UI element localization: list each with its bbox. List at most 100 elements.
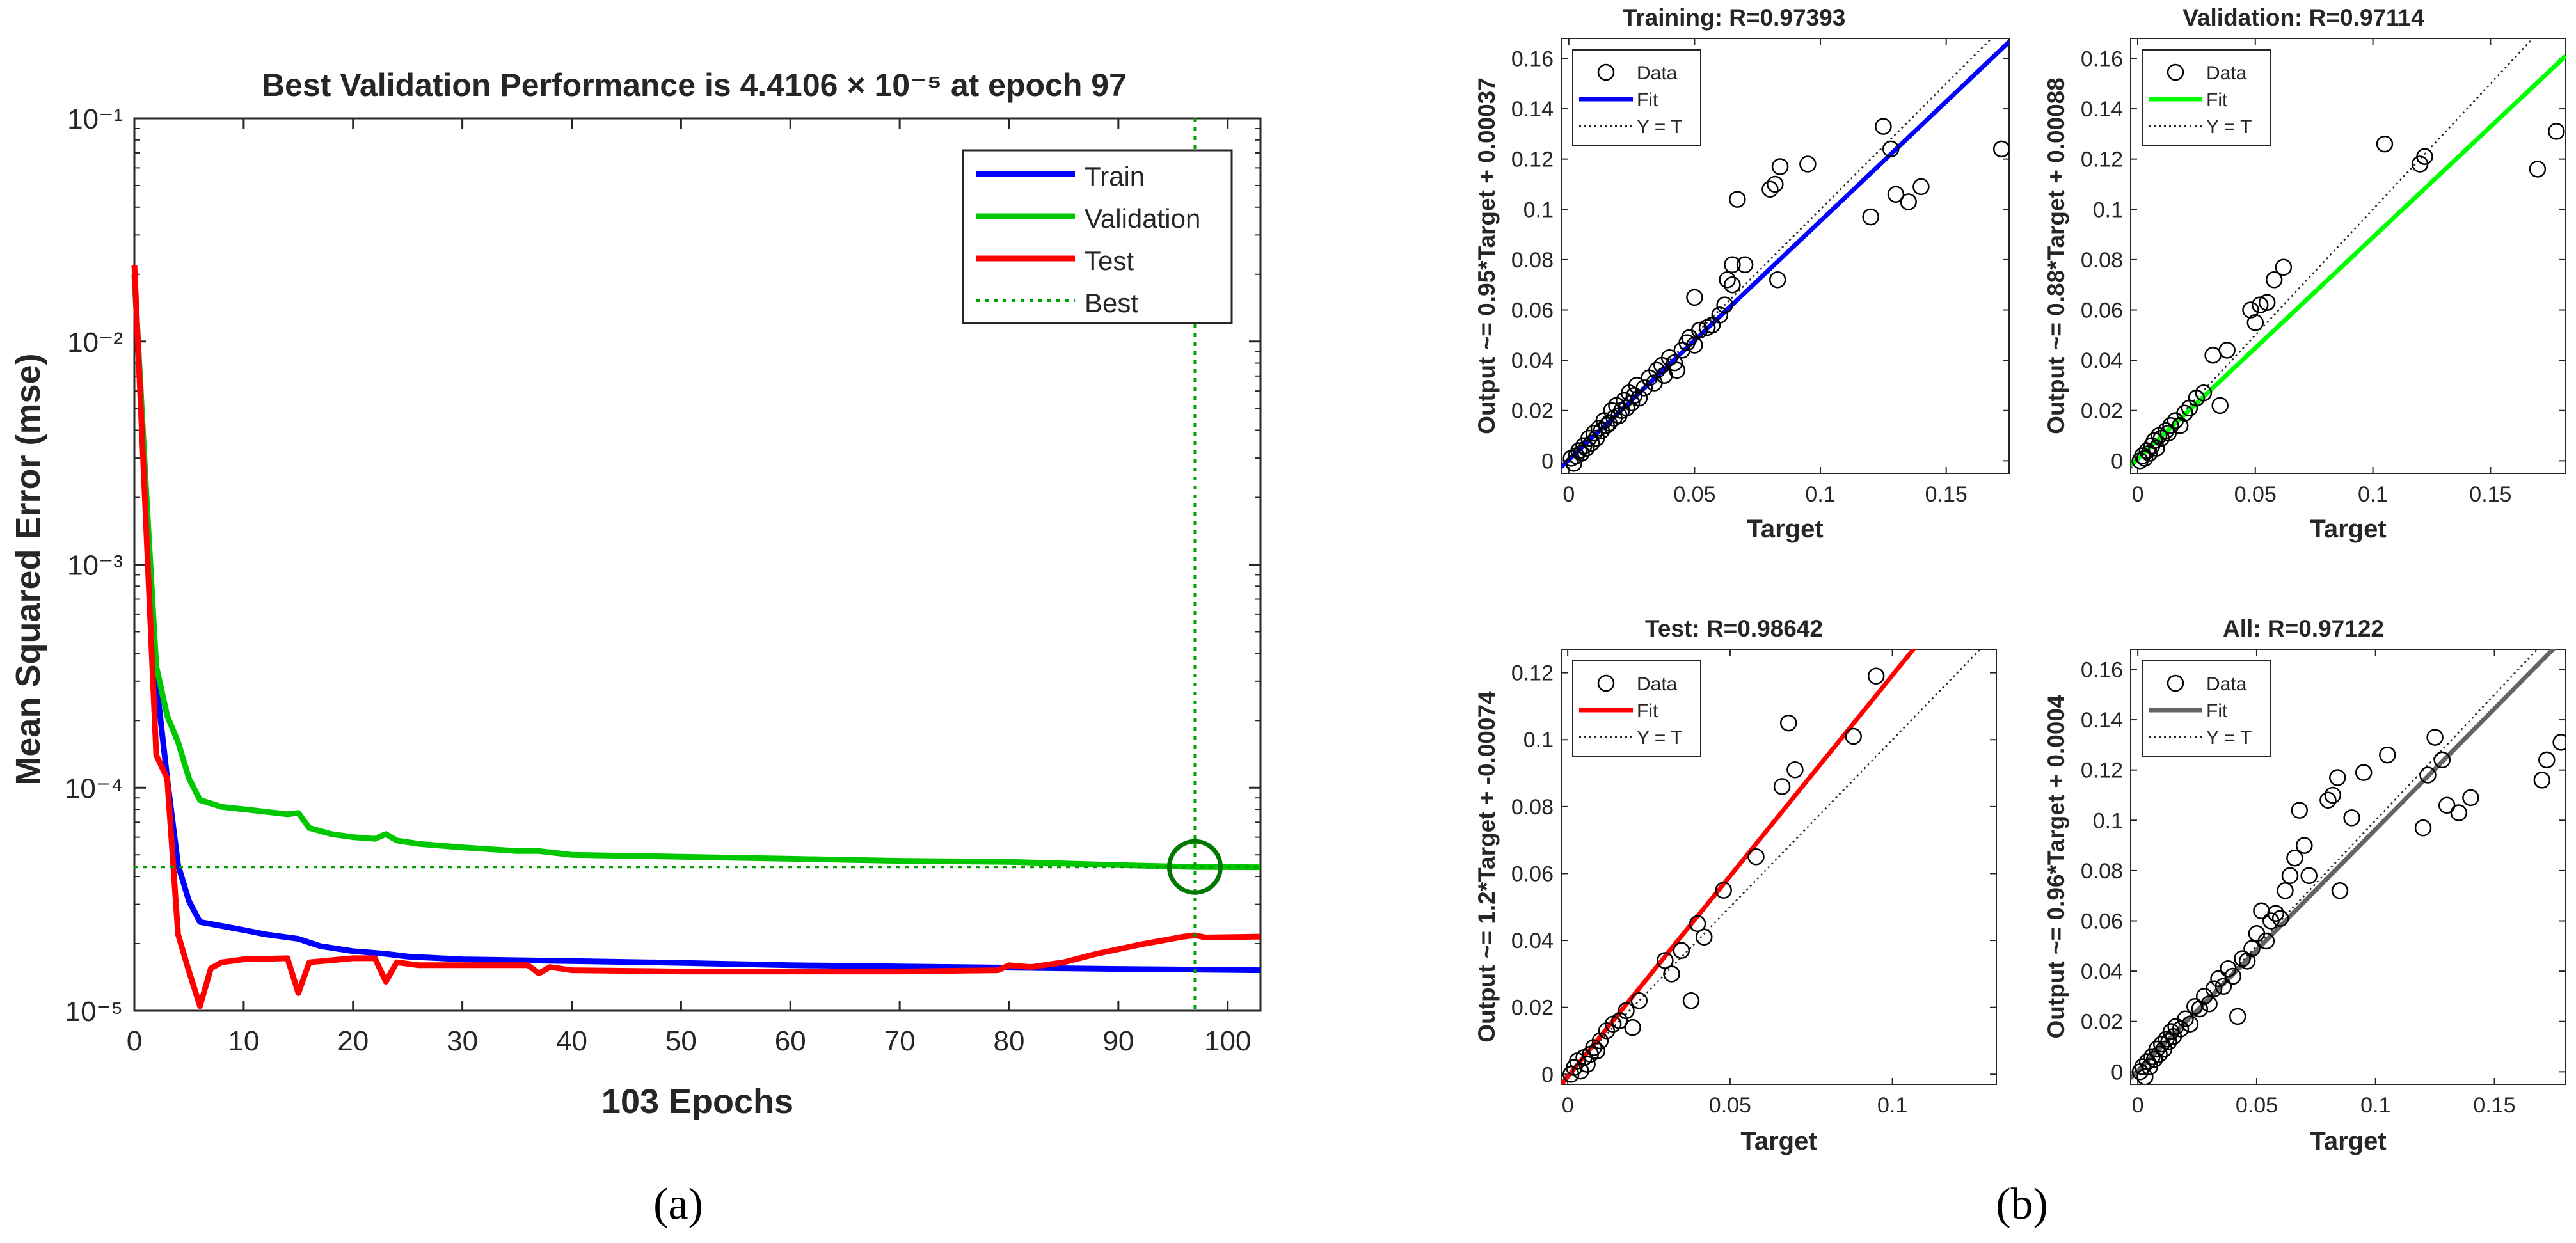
data-point xyxy=(1660,349,1678,367)
data-point xyxy=(1663,965,1680,983)
y-tick-label: 0.16 xyxy=(2081,658,2123,682)
data-point xyxy=(2324,786,2342,804)
data-point xyxy=(1786,761,1804,779)
data-point xyxy=(2376,135,2394,153)
performance-best-markers xyxy=(134,118,1260,1011)
data-point xyxy=(2176,404,2193,422)
data-point xyxy=(1668,361,1686,379)
data-point xyxy=(1875,118,1892,135)
data-point xyxy=(2529,161,2547,178)
data-point xyxy=(2145,1050,2163,1068)
regression-training-panel: Training: R=0.97393 0 0.05 0.1 0.15 0 0.02 0.0… xyxy=(1474,4,2010,543)
data-point xyxy=(2218,342,2236,359)
data-point xyxy=(2419,766,2437,784)
y-tick-label: 0.1 xyxy=(2093,198,2123,222)
x-tick-label: 90 xyxy=(1102,1025,1134,1057)
data-point xyxy=(2329,769,2346,786)
y-tick-label: 0 xyxy=(2111,449,2123,473)
data-point xyxy=(2271,910,2289,927)
legend-fit-label: Fit xyxy=(1637,90,1658,111)
performance-legend-box xyxy=(962,149,1233,324)
y-tick-label: 0.04 xyxy=(1511,929,1554,953)
y-tick-label: 10⁻¹ xyxy=(67,104,123,135)
y-tick-label: 0.16 xyxy=(2081,47,2123,71)
regression-legend: Data Fit Y = T xyxy=(2142,660,2271,757)
data-point xyxy=(2134,447,2151,464)
data-point xyxy=(2379,746,2396,764)
data-point xyxy=(2211,397,2229,415)
data-point xyxy=(1591,1032,1609,1050)
x-tick-label: 0.05 xyxy=(2234,482,2277,507)
x-tick-label: 20 xyxy=(337,1025,369,1057)
identity-line xyxy=(2131,649,2539,1080)
data-point xyxy=(1635,379,1653,397)
data-point xyxy=(1867,667,1885,685)
performance-panel: Best Validation Performance is 4.4106 × … xyxy=(9,67,1262,1121)
data-point xyxy=(1912,178,1930,196)
data-point xyxy=(2145,432,2163,450)
validation-plot-content: 0 0.05 0.1 0.15 0 0.02 0.04 0.06 0.08 0.1 0.12 0.14… xyxy=(2081,38,2566,507)
y-tick-label: 0.04 xyxy=(2081,349,2123,373)
data-point xyxy=(1588,1042,1606,1059)
data-point xyxy=(1716,296,1733,313)
data-point xyxy=(2251,296,2269,313)
data-point xyxy=(2148,439,2165,457)
performance-legend: Train Validation Test Best xyxy=(962,149,1233,324)
y-tick-label: 0.06 xyxy=(2081,910,2123,934)
legend-data-marker xyxy=(2167,63,2184,81)
data-point xyxy=(2296,837,2313,854)
y-tick-label: 0.08 xyxy=(1511,795,1554,819)
all-xlabel: Target xyxy=(2310,1127,2386,1155)
data-point xyxy=(1729,191,1746,208)
y-tick-label: 0.04 xyxy=(2081,960,2123,984)
validation-xlabel: Target xyxy=(2310,515,2386,543)
data-point xyxy=(2200,995,2218,1013)
plot-clipped-content xyxy=(1561,649,1982,1084)
data-point xyxy=(1686,336,1703,354)
x-tick-label: 70 xyxy=(884,1025,916,1057)
data-point xyxy=(1657,952,1674,969)
data-point xyxy=(2355,764,2373,781)
plot-clipped-content xyxy=(2131,649,2566,1084)
legend-identity-label: Y = T xyxy=(1637,727,1682,748)
y-tick-label: 0 xyxy=(1541,449,1554,473)
data-point xyxy=(2438,796,2456,814)
data-point xyxy=(1992,140,2009,158)
y-tick-label: 0.1 xyxy=(2093,809,2123,833)
legend-data-label: Data xyxy=(2206,674,2247,695)
data-point xyxy=(2275,258,2293,276)
y-tick-label: 0.02 xyxy=(2081,399,2123,424)
y-tick-label: 0.02 xyxy=(1511,996,1554,1020)
data-point xyxy=(2258,294,2276,311)
data-point xyxy=(2265,271,2283,289)
y-tick-label: 0.1 xyxy=(1523,198,1554,222)
legend-data-label: Data xyxy=(1637,674,1678,695)
data-point xyxy=(1887,186,1905,203)
regression-legend: Data Fit Y = T xyxy=(1572,49,1701,146)
data-point xyxy=(1696,928,1713,946)
data-point xyxy=(1719,271,1736,289)
data-point xyxy=(2450,804,2468,821)
data-point xyxy=(2552,734,2566,751)
y-tick-label: 0.02 xyxy=(1511,399,1554,424)
data-point xyxy=(2331,882,2349,899)
performance-xlabel: 103 Epochs xyxy=(601,1082,793,1121)
legend-fit-label: Fit xyxy=(2206,90,2228,111)
legend-best-label: Best xyxy=(1085,288,1138,318)
legend-fit-label: Fit xyxy=(1637,701,1658,722)
data-point xyxy=(2181,1015,2199,1033)
legend-fit-label: Fit xyxy=(2206,701,2228,722)
all-ylabel: Output ~= 0.96*Target + 0.0004 xyxy=(2043,695,2069,1039)
data-point xyxy=(1682,992,1700,1009)
y-tick-label: 0.06 xyxy=(1511,299,1554,323)
data-point xyxy=(1771,158,1789,175)
legend-identity-label: Y = T xyxy=(2206,727,2252,748)
data-point xyxy=(2286,849,2303,867)
data-point xyxy=(1585,1039,1602,1056)
y-tick-label: 0.02 xyxy=(2081,1010,2123,1034)
data-point xyxy=(2291,802,2309,819)
data-point xyxy=(2172,1020,2190,1038)
legend-validation-label: Validation xyxy=(1085,203,1200,234)
data-point xyxy=(1862,208,1879,226)
legend-data-label: Data xyxy=(2206,63,2247,84)
